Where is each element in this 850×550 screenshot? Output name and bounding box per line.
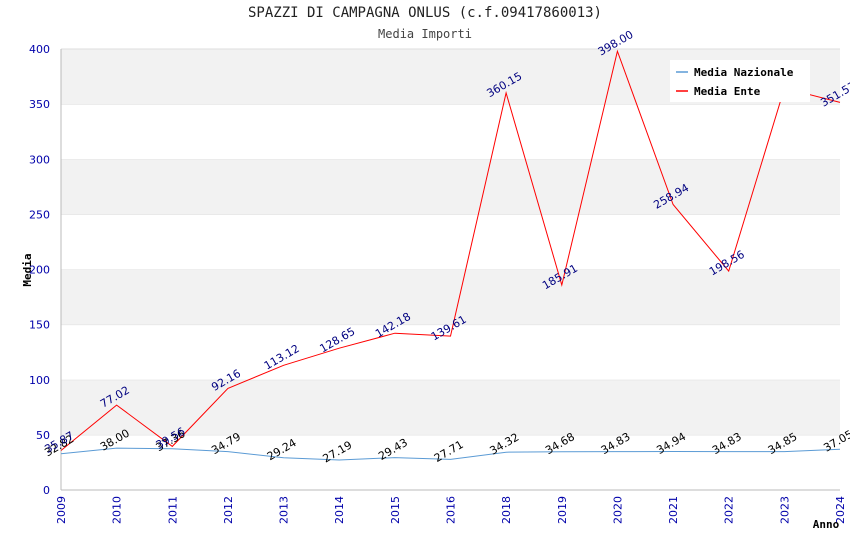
x-tick-label: 2024 [834, 496, 847, 524]
x-tick-label: 2009 [55, 496, 68, 524]
x-tick-label: 2020 [611, 496, 624, 524]
grid-band [61, 434, 840, 490]
x-tick-label: 2022 [723, 496, 736, 524]
y-axis-title: Media [21, 253, 34, 286]
series-lines [60, 49, 841, 461]
legend: Media Nazionale Media Ente [670, 60, 810, 102]
chart-subtitle: Media Importi [378, 27, 472, 41]
x-axis-ticks: 2009 2010 2011 2012 2013 2014 2015 2016 2018 2019… [55, 496, 847, 524]
x-tick-label: 2012 [222, 496, 235, 524]
grid-band [61, 159, 840, 215]
y-tick-label: 0 [43, 484, 50, 497]
y-tick-label: 300 [29, 153, 50, 166]
x-tick-label: 2019 [556, 496, 569, 524]
series-line-media-nazionale [60, 447, 841, 461]
chart-title: SPAZZI DI CAMPAGNA ONLUS (c.f.0941786001… [247, 5, 602, 21]
x-tick-label: 2015 [389, 496, 402, 524]
y-tick-label: 50 [36, 429, 50, 442]
y-tick-label: 200 [29, 264, 50, 277]
axes [60, 49, 840, 491]
x-tick-label: 2014 [333, 496, 346, 524]
x-tick-label: 2013 [278, 496, 291, 524]
grid-band [61, 379, 840, 435]
x-tick-label: 2023 [778, 496, 791, 524]
y-tick-label: 350 [29, 98, 50, 111]
y-tick-label: 400 [29, 43, 50, 56]
grid-bands [61, 48, 840, 490]
x-tick-label: 2018 [500, 496, 513, 524]
legend-box [670, 60, 810, 102]
grid-band [61, 214, 840, 270]
y-tick-label: 150 [29, 319, 50, 332]
y-axis-ticks: 0 50 100 150 200 250 300 350 400 [29, 43, 50, 497]
x-axis-title: Anno [813, 518, 840, 531]
grid-band [61, 269, 840, 325]
x-tick-label: 2010 [111, 496, 124, 524]
y-tick-label: 100 [29, 374, 50, 387]
grid-band [61, 324, 840, 380]
x-tick-label: 2011 [166, 496, 179, 524]
series-line-media-ente [60, 49, 841, 451]
x-tick-label: 2021 [667, 496, 680, 524]
legend-label-media-ente: Media Ente [694, 85, 761, 98]
legend-label-media-nazionale: Media Nazionale [694, 66, 794, 79]
grid-band [61, 104, 840, 160]
x-tick-label: 2016 [445, 496, 458, 524]
y-tick-label: 250 [29, 208, 50, 221]
